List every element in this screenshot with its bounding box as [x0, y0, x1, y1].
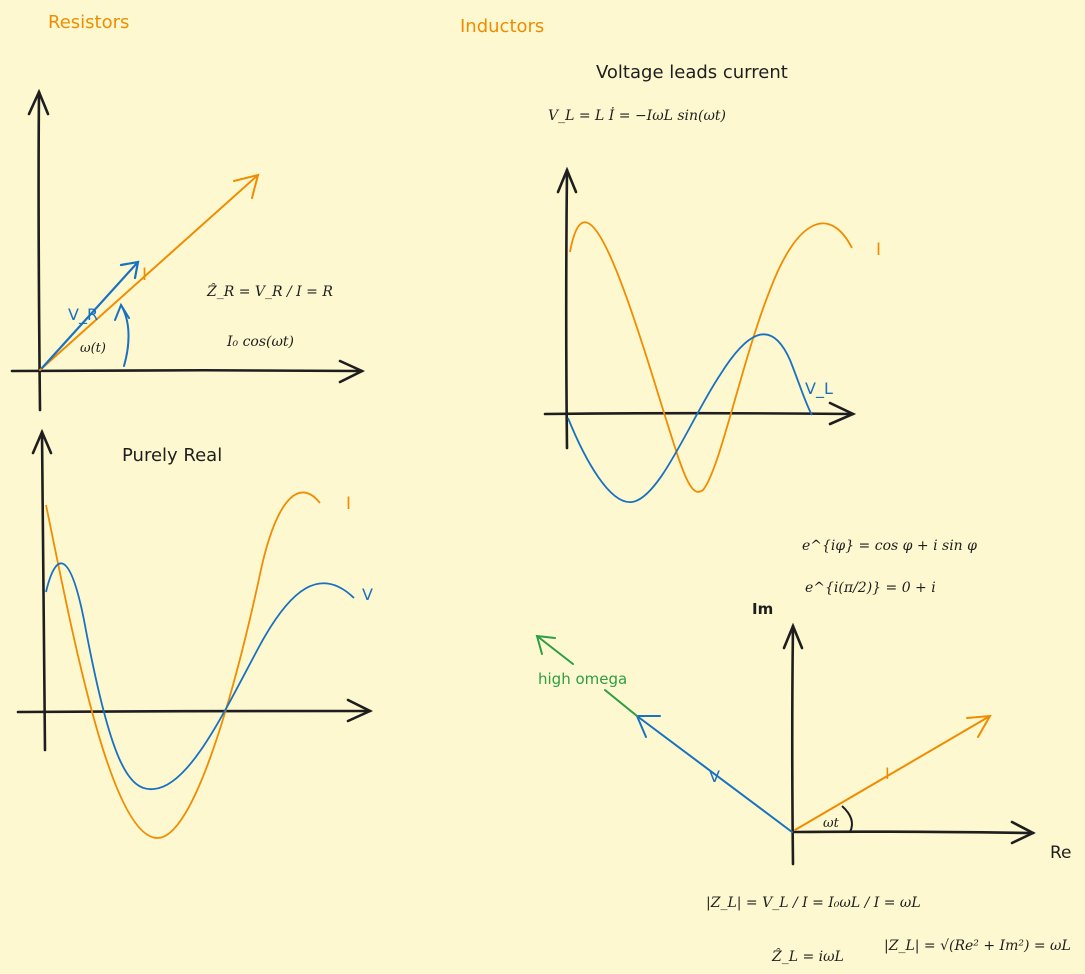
resistor-phasor-y-arrowhead	[27, 88, 50, 116]
resistor-waveform-x-axis	[16, 709, 372, 714]
resistor-phasor-y-axis	[37, 90, 42, 412]
resistor-waveform-current-label: I	[346, 494, 351, 514]
inductor-waveform-y-axis	[564, 168, 569, 450]
inductor-waveform-axes	[543, 166, 857, 450]
real-axis-label: Re	[1050, 843, 1072, 863]
inductor-voltage-curve	[567, 333, 813, 503]
euler-formula-line1: e^{iφ} = cos φ + i sin φ	[802, 538, 977, 554]
resistor-current-label: I	[142, 265, 147, 285]
inductor-waveform-x-arrowhead	[828, 401, 857, 426]
resistor-waveform-y-axis	[40, 430, 47, 752]
inductor-waveform-y-arrowhead	[556, 166, 578, 194]
inductor-current-phasor	[794, 714, 992, 831]
inductor-impedance-equation: Ẑ_L = iωL	[771, 947, 844, 965]
resistor-current-phasor	[39, 173, 260, 371]
inductor-waveform-current-label: I	[876, 240, 881, 260]
inductor-angle-arc	[841, 805, 853, 833]
inductor-waveform-voltage-label: V_L	[805, 379, 833, 399]
resistor-waveform-x-arrowhead	[346, 698, 374, 723]
resistor-voltage-label: V_R	[68, 305, 98, 325]
inductor-phasor-voltage-label: V	[709, 767, 720, 786]
inductor-angle-label: ωt	[823, 816, 840, 831]
inductors-heading: Inductors	[460, 16, 544, 37]
resistor-waveform-title: Purely Real	[122, 445, 222, 466]
inductor-phasor-x-arrowhead	[1010, 820, 1036, 845]
inductor-magnitude-equation: |Z_L| = V_L / I = I₀ωL / I = ωL	[706, 895, 921, 911]
high-omega-label: high omega	[538, 670, 627, 688]
euler-formula-line2: e^{i(π/2)} = 0 + i	[805, 580, 936, 596]
resistor-phasor-axes	[10, 88, 366, 412]
resistors-heading: Resistors	[48, 12, 129, 33]
inductor-current-curve	[569, 221, 853, 493]
inductor-phasor-y-arrowhead	[782, 622, 804, 650]
inductor-phasor-current-label: I	[885, 764, 890, 783]
resistor-voltage-curve	[45, 562, 355, 791]
inductor-phasor-axes	[782, 622, 1036, 866]
resistor-current-curve	[45, 491, 321, 839]
inductor-voltage-equation: V_L = L İ = −IωL sin(ωt)	[548, 106, 726, 124]
inductor-phasor-y-axis	[790, 624, 795, 866]
resistor-waveform-axes	[16, 428, 374, 752]
inductor-waveform-title: Voltage leads current	[596, 62, 788, 83]
resistor-current-equation: I₀ cos(ωt)	[226, 334, 294, 350]
inductor-pythagorean-equation: |Z_L| = √(Re² + Im²) = ωL	[884, 938, 1071, 954]
resistor-phasor-x-axis	[10, 368, 364, 373]
resistor-waveform-voltage-label: V	[362, 585, 373, 604]
inductor-waveform-x-axis	[543, 411, 855, 416]
resistor-angle-label: ω(t)	[80, 341, 106, 356]
resistor-waveform-y-arrowhead	[31, 428, 53, 455]
resistor-impedance-equation: Ẑ_R = V_R / I = R	[206, 282, 333, 300]
resistor-phasor-x-arrowhead	[338, 359, 366, 384]
high-omega-arrow	[535, 634, 638, 717]
resistor-angle-arc	[114, 302, 130, 367]
imaginary-axis-label: Im	[752, 600, 773, 618]
resistor-voltage-phasor	[40, 260, 140, 370]
inductor-phasor-x-axis	[793, 830, 1035, 835]
